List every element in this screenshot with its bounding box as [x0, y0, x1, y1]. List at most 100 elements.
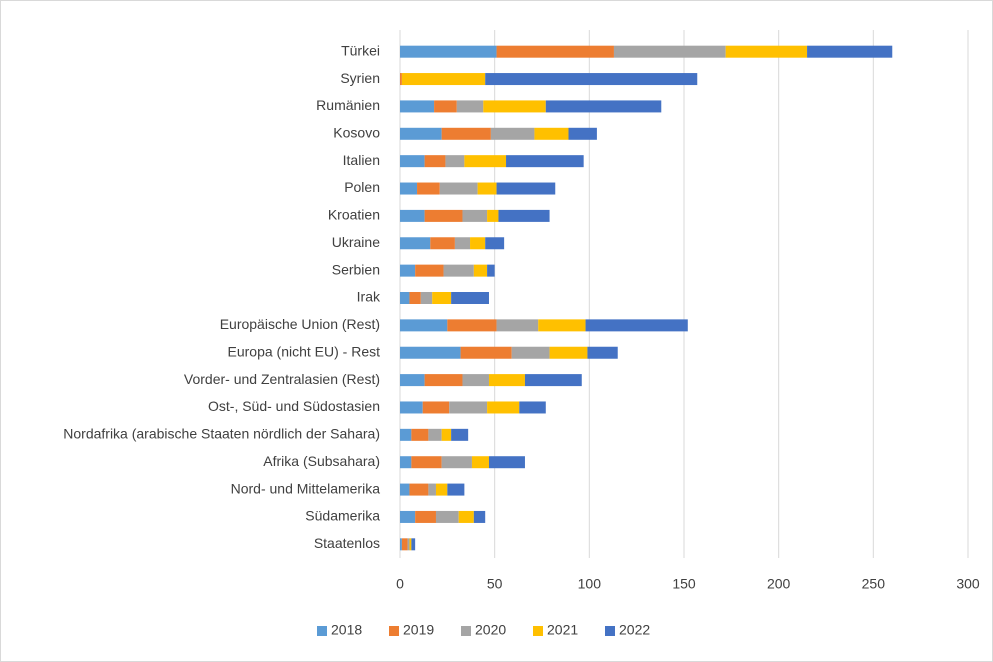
bar-segment [445, 155, 465, 168]
bar-segment [458, 510, 474, 523]
bar-segment [400, 538, 402, 551]
bar-segment [485, 237, 505, 250]
bar-segment [439, 182, 478, 195]
legend-swatch [461, 626, 471, 636]
legend-swatch [389, 626, 399, 636]
bar-segment [485, 73, 698, 86]
bar-segment [400, 374, 425, 387]
bar-segment [487, 401, 520, 414]
y-tick-label: Irak [357, 289, 381, 305]
bar-segment [400, 264, 416, 277]
bar-segment [470, 237, 486, 250]
legend-label: 2020 [475, 622, 506, 638]
x-tick-label: 150 [672, 576, 696, 592]
bar-segment [462, 374, 489, 387]
bar-segment [400, 182, 418, 195]
x-tick-label: 100 [578, 576, 602, 592]
legend-swatch [317, 626, 327, 636]
y-tick-label: Serbien [332, 261, 380, 277]
bar-segment [441, 428, 452, 441]
bar-segment [400, 346, 461, 359]
bar-segment [407, 538, 410, 551]
bar-segment [428, 483, 436, 496]
y-tick-label: Südamerika [305, 508, 380, 524]
bar-segment [400, 319, 448, 332]
bar-segment [488, 456, 525, 469]
bar-segment [496, 319, 539, 332]
bar-segment [451, 428, 469, 441]
bar-segment [415, 264, 444, 277]
bar-segment [587, 346, 618, 359]
legend-label: 2021 [547, 622, 578, 638]
bar-segment [585, 319, 688, 332]
x-tick-label: 0 [396, 576, 404, 592]
bar-segment [400, 100, 435, 113]
bar-segment [400, 456, 412, 469]
bar-segment [487, 209, 499, 222]
y-tick-label: Nordafrika (arabische Staaten nördlich d… [63, 426, 380, 442]
legend-label: 2019 [403, 622, 434, 638]
bar-segment [400, 483, 410, 496]
bar-segment [420, 292, 433, 304]
bar-segment [568, 127, 597, 140]
bar-segment [490, 127, 535, 140]
y-tick-label: Europäische Union (Rest) [220, 316, 380, 332]
bar-segment [400, 45, 497, 58]
bar-segment [409, 292, 421, 304]
bar-segment [401, 538, 408, 551]
bar-segment [424, 155, 446, 168]
bar-segment [471, 456, 489, 469]
bar-segment [487, 264, 495, 277]
bar-segment [613, 45, 726, 58]
bar-segment [417, 182, 440, 195]
y-tick-label: Kroatien [328, 207, 380, 223]
legend-label: 2022 [619, 622, 650, 638]
x-tick-label: 250 [862, 576, 886, 592]
bar-segment [473, 264, 488, 277]
x-tick-label: 50 [487, 576, 503, 592]
bar-segment [409, 538, 412, 551]
bar-segment [435, 510, 459, 523]
y-tick-label: Türkei [341, 42, 380, 58]
y-tick-label: Syrien [340, 70, 380, 86]
y-tick-label: Europa (nicht EU) - Rest [228, 343, 381, 359]
bar-segment [428, 428, 442, 441]
bar-segment [400, 127, 442, 140]
bar-segment [496, 182, 556, 195]
y-tick-label: Nord- und Mittelamerika [231, 480, 381, 496]
bar-segment [424, 209, 463, 222]
bar-segment [409, 483, 429, 496]
bar-segment [460, 346, 512, 359]
bar-segment [549, 346, 588, 359]
bar-segment [400, 401, 423, 414]
bar-segment [456, 100, 484, 113]
bar-segment [443, 264, 474, 277]
bar-segment [411, 456, 442, 469]
legend-label: 2018 [331, 622, 362, 638]
bar-segment [451, 292, 489, 304]
y-tick-label: Rumänien [316, 97, 380, 113]
bar-segment [400, 155, 425, 168]
y-tick-label: Ost-, Süd- und Südostasien [208, 398, 380, 414]
bar-segment [447, 319, 497, 332]
y-tick-label: Polen [344, 179, 380, 195]
bar-segment [449, 401, 488, 414]
bar-segment [464, 155, 507, 168]
bar-segment [441, 456, 472, 469]
y-tick-label: Kosovo [333, 124, 380, 140]
bar-segment [441, 127, 491, 140]
bar-segment [462, 209, 488, 222]
bar-segment [519, 401, 546, 414]
legend-swatch [605, 626, 615, 636]
bar-segment [415, 510, 436, 523]
bar-segment [400, 237, 431, 250]
bar-segment [422, 401, 450, 414]
bar-segment [447, 483, 465, 496]
bar-segment [488, 374, 525, 387]
bar-segment [411, 428, 429, 441]
bar-segment [511, 346, 550, 359]
bar-segment [411, 538, 416, 551]
bar-segment [435, 483, 448, 496]
bar-segment [477, 182, 497, 195]
